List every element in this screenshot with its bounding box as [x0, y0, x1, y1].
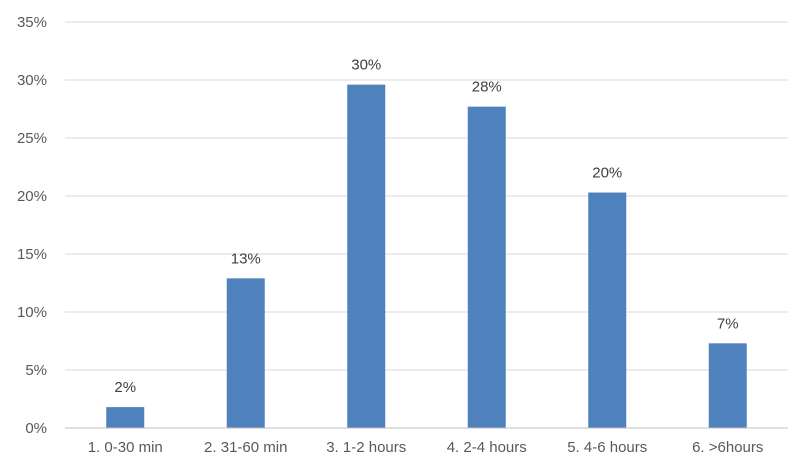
- bar: [467, 106, 506, 429]
- data-label: 30%: [351, 57, 381, 74]
- y-tick-label: 15%: [17, 246, 47, 263]
- x-category-label: 6. >6hours: [692, 439, 763, 456]
- x-category-label: 1. 0-30 min: [88, 439, 163, 456]
- bar: [226, 278, 265, 428]
- y-tick-label: 35%: [17, 14, 47, 31]
- x-category-label: 4. 2-4 hours: [447, 439, 527, 456]
- x-category-label: 5. 4-6 hours: [567, 439, 647, 456]
- y-tick-label: 0%: [25, 420, 47, 437]
- y-tick-label: 5%: [25, 362, 47, 379]
- y-tick-label: 10%: [17, 304, 47, 321]
- y-axis-ticks: 0% 5% 10% 15% 20% 25% 30% 35%: [17, 14, 47, 437]
- data-label: 2%: [114, 379, 136, 396]
- data-label: 13%: [231, 250, 261, 267]
- bar: [708, 343, 747, 428]
- data-label: 28%: [472, 79, 502, 96]
- bar: [347, 84, 386, 428]
- y-tick-label: 20%: [17, 188, 47, 205]
- y-tick-label: 25%: [17, 130, 47, 147]
- gridlines: [65, 21, 788, 371]
- x-axis-categories: 1. 0-30 min 2. 31-60 min 3. 1-2 hours 4. 2-…: [88, 439, 764, 456]
- x-category-label: 3. 1-2 hours: [326, 439, 406, 456]
- bar: [106, 407, 145, 428]
- data-label: 7%: [717, 315, 739, 332]
- data-labels: 2% 13% 30% 28% 20% 7%: [114, 57, 738, 396]
- y-tick-label: 30%: [17, 72, 47, 89]
- bar: [588, 192, 627, 428]
- x-category-label: 2. 31-60 min: [204, 439, 287, 456]
- bars: [106, 84, 747, 429]
- data-label: 20%: [592, 165, 622, 182]
